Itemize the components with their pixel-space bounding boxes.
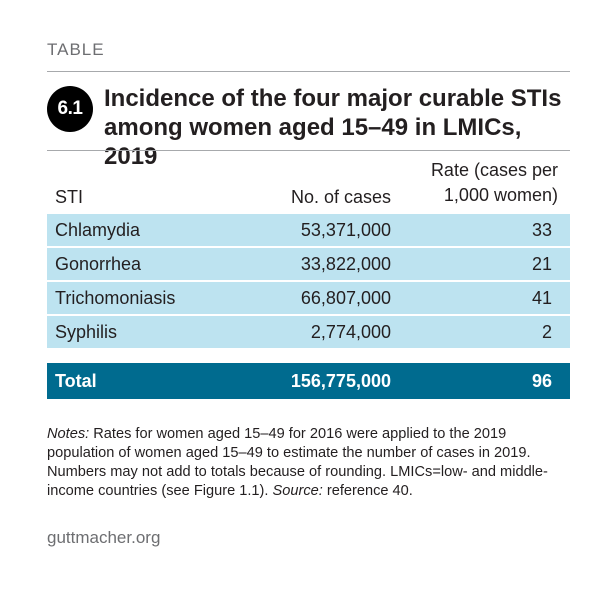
table-row: Syphilis 2,774,000 2 xyxy=(47,314,570,348)
notes-text: Rates for women aged 15–49 for 2016 were… xyxy=(47,426,548,499)
header-rate: Rate (cases per 1,000 women) xyxy=(431,158,558,208)
top-divider xyxy=(47,71,570,72)
cell-cases: 33,822,000 xyxy=(300,254,391,274)
cell-sti: Chlamydia xyxy=(55,220,141,240)
header-cases: No. of cases xyxy=(290,187,391,207)
cell-sti: Trichomoniasis xyxy=(55,288,176,308)
source-text: reference 40. xyxy=(322,483,413,499)
header-rate-line1: Rate (cases per xyxy=(430,160,558,180)
sti-table: STI No. of cases Rate (cases per 1,000 w… xyxy=(47,154,570,399)
source-label: Source: xyxy=(272,483,323,499)
title-divider xyxy=(47,150,570,151)
total-cases: 156,775,000 xyxy=(290,371,391,391)
table-header: STI No. of cases Rate (cases per 1,000 w… xyxy=(47,154,570,212)
header-rate-line2: 1,000 women) xyxy=(443,185,558,205)
notes-label: Notes: xyxy=(47,426,90,442)
site-credit: guttmacher.org xyxy=(47,528,161,547)
cell-sti: Gonorrhea xyxy=(55,254,142,274)
cell-cases: 53,371,000 xyxy=(300,220,391,240)
cell-rate: 33 xyxy=(531,220,552,240)
section-kicker: TABLE xyxy=(47,40,105,59)
table-notes: Notes: Rates for women aged 15–49 for 20… xyxy=(47,425,572,501)
cell-cases: 2,774,000 xyxy=(310,322,391,342)
table-number-badge: 6.1 xyxy=(47,86,93,132)
cell-cases: 66,807,000 xyxy=(300,288,391,308)
total-label: Total xyxy=(55,371,97,391)
cell-rate: 21 xyxy=(531,254,552,274)
cell-sti: Syphilis xyxy=(55,322,118,342)
total-rate: 96 xyxy=(531,371,552,391)
table-title: Incidence of the four major curable STIs… xyxy=(104,85,562,170)
table-row: Trichomoniasis 66,807,000 41 xyxy=(47,280,570,314)
table-row: Gonorrhea 33,822,000 21 xyxy=(47,246,570,280)
table-row: Chlamydia 53,371,000 33 xyxy=(47,212,570,246)
cell-rate: 2 xyxy=(541,322,552,342)
total-row: Total 156,775,000 96 xyxy=(47,363,570,399)
cell-rate: 41 xyxy=(531,288,552,308)
header-sti: STI xyxy=(55,187,84,207)
